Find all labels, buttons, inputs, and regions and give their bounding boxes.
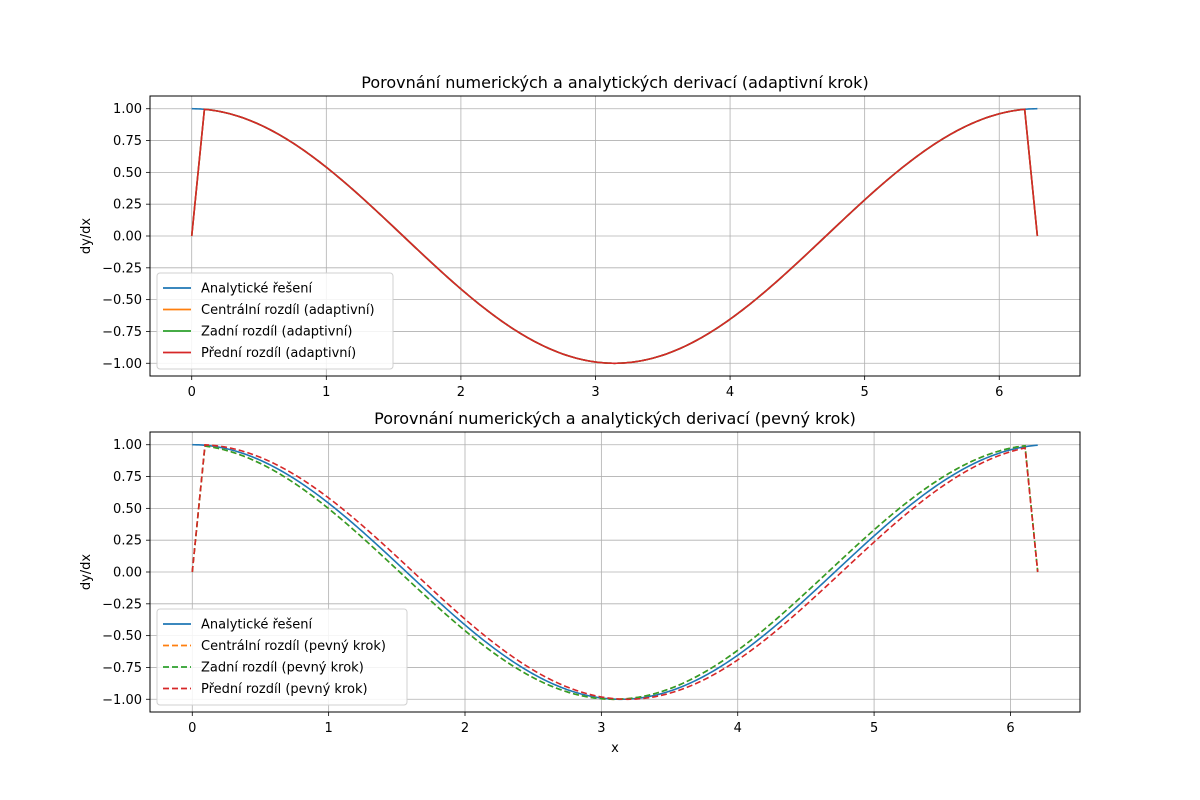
y-tick-label: −0.25 <box>102 597 142 612</box>
y-tick-label: 0.50 <box>113 502 142 517</box>
ticks-fixed: 0 1 2 3 4 5 6 −1.00 −0.75 −0.50 −0.25 0.00 0.25 0.50 0… <box>102 438 1014 736</box>
x-tick-label: 0 <box>188 385 196 400</box>
x-tick-label: 3 <box>597 721 605 736</box>
series-group-adaptive <box>190 107 1039 365</box>
y-tick-label: 0.00 <box>113 230 142 245</box>
legend-box <box>156 608 408 706</box>
ticks-adaptive: 0 1 2 3 4 5 6 −1.00 −0.75 −0.50 −0.25 0.00 0.25 0.50 0… <box>102 102 1003 400</box>
x-tick-label: 3 <box>591 385 599 400</box>
x-tick-label: 6 <box>995 385 1003 400</box>
y-tick-label: 1.00 <box>113 438 142 453</box>
series-group-fixed <box>191 443 1039 701</box>
series-line-3 <box>190 108 1039 365</box>
y-axis-label-fixed: dy/dx <box>79 554 94 591</box>
legend-entry-3: Přední rozdíl (pevný krok) <box>201 682 368 697</box>
x-tick-label: 6 <box>1006 721 1014 736</box>
x-tick-label: 5 <box>870 721 878 736</box>
y-tick-label: −0.75 <box>102 325 142 340</box>
x-tick-label: 4 <box>734 721 742 736</box>
x-tick-label: 2 <box>461 721 469 736</box>
legend-adaptive: Analytické řešení Centrální rozdíl (adapt… <box>156 272 394 370</box>
x-tick-label: 5 <box>861 385 869 400</box>
series-line-0 <box>192 443 1038 701</box>
y-tick-label: −1.00 <box>102 693 142 708</box>
subplot-adaptive: Porovnání numerických a analytických der… <box>79 73 1081 400</box>
y-tick-label: −0.50 <box>102 293 142 308</box>
subplot-fixed: Porovnání numerických a analytických der… <box>79 409 1081 756</box>
x-tick-label: 1 <box>322 385 330 400</box>
y-tick-label: 0.75 <box>113 134 142 149</box>
y-tick-label: 0.00 <box>113 566 142 581</box>
y-axis-label-adaptive: dy/dx <box>79 218 94 255</box>
y-tick-label: 0.25 <box>113 534 142 549</box>
legend-entry-1: Centrální rozdíl (pevný krok) <box>201 639 386 654</box>
legend-entry-2: Zadní rozdíl (pevný krok) <box>201 661 364 676</box>
x-tick-label: 2 <box>457 385 465 400</box>
x-tick-label: 1 <box>324 721 332 736</box>
x-tick-label: 0 <box>188 721 196 736</box>
legend-entry-2: Zadní rozdíl (adaptivní) <box>201 325 352 340</box>
y-tick-label: −0.25 <box>102 261 142 276</box>
y-tick-label: −0.50 <box>102 629 142 644</box>
chart-title-fixed: Porovnání numerických a analytických der… <box>374 409 856 428</box>
legend-entry-0: Analytické řešení <box>201 618 313 633</box>
y-tick-label: −1.00 <box>102 357 142 372</box>
legend-fixed: Analytické řešení Centrální rozdíl (pevný… <box>156 608 408 706</box>
y-tick-label: 0.75 <box>113 470 142 485</box>
legend-entry-1: Centrální rozdíl (adaptivní) <box>201 303 375 318</box>
y-tick-label: −0.75 <box>102 661 142 676</box>
x-tick-label: 4 <box>726 385 734 400</box>
chart-title-adaptive: Porovnání numerických a analytických der… <box>361 73 868 92</box>
x-axis-label-fixed: x <box>611 741 619 756</box>
legend-entry-3: Přední rozdíl (adaptivní) <box>201 346 356 361</box>
legend-entry-0: Analytické řešení <box>201 282 313 297</box>
y-tick-label: 1.00 <box>113 102 142 117</box>
y-tick-label: 0.50 <box>113 166 142 181</box>
series-line-2 <box>191 444 1039 701</box>
legend-box <box>156 272 394 370</box>
series-line-3 <box>191 444 1039 701</box>
y-tick-label: 0.25 <box>113 198 142 213</box>
